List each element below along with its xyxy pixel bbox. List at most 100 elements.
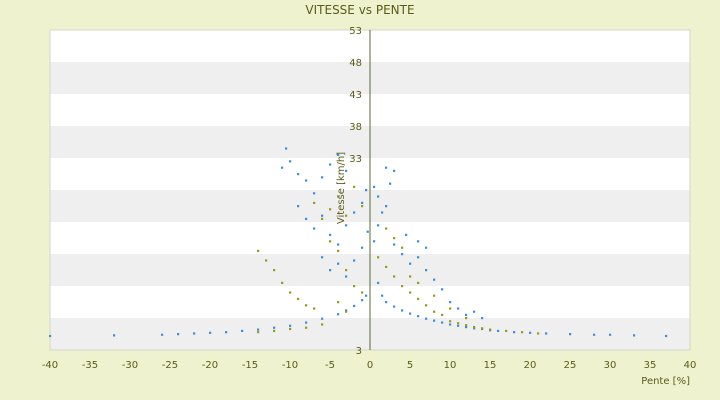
data-point [425,269,428,272]
data-point [417,240,420,243]
data-point [361,246,364,249]
data-point [389,182,392,185]
data-point [361,201,364,204]
data-point [353,304,356,308]
x-tick-label: 35 [644,360,657,371]
data-point [285,147,288,150]
data-point [465,317,468,320]
data-point [209,331,212,334]
data-point [377,281,380,284]
data-point [329,208,332,211]
x-tick-label: -15 [242,360,258,371]
data-point [321,214,324,217]
data-point [289,160,292,163]
data-point [417,281,420,284]
data-point [49,334,52,338]
y-tick-label: 33 [349,154,362,165]
data-point [401,285,404,288]
data-point [361,299,364,302]
data-point [393,305,396,308]
data-point [521,331,524,334]
data-point [569,333,572,336]
x-tick-label: 15 [484,360,497,371]
data-point [405,233,408,236]
x-tick-label: -25 [162,360,178,371]
data-point [305,179,308,182]
data-point [321,217,324,220]
data-point [297,297,300,300]
data-point [321,176,324,179]
x-tick-label: 5 [407,360,413,371]
data-point [366,230,369,233]
data-point [361,291,364,294]
data-point [273,329,276,332]
data-point [433,310,436,313]
data-point [297,205,300,208]
data-point [537,332,540,335]
data-point [385,265,388,268]
data-point [465,325,468,329]
data-point [441,288,444,291]
data-point [529,331,532,334]
data-point [241,329,244,332]
data-point [457,324,460,327]
data-point [337,262,340,265]
data-point [409,275,412,278]
data-point [345,310,348,313]
data-point [373,240,376,243]
data-point [329,233,332,236]
data-point [257,249,260,252]
data-point [385,301,388,304]
x-tick-label: 25 [564,360,577,371]
data-point [425,317,428,320]
data-point [393,275,396,278]
data-point [473,310,476,313]
data-point [505,329,508,332]
data-point [225,331,228,334]
data-point [265,259,268,262]
data-point [313,307,316,310]
data-points [49,147,668,338]
data-point [305,321,308,324]
data-point [353,285,356,288]
x-tick-labels: -40 -35 -30 -25 -20 -15 -10 -5 0 5 10 15 20 25 30 35 40 [42,360,697,371]
data-point [273,326,276,329]
data-point [417,297,420,300]
x-axis-label: Pente [%] [641,376,690,387]
data-point [177,333,180,336]
data-point [433,294,436,297]
data-point [465,313,468,316]
data-point [449,323,452,326]
data-point [409,312,412,315]
data-point [361,205,364,208]
data-point [457,307,460,310]
x-tick-label: -10 [282,360,298,371]
data-point [345,169,348,172]
data-point [401,309,404,312]
data-point [441,313,444,316]
data-point [401,253,404,256]
data-point [345,309,348,312]
y-tick-label: 38 [349,122,362,133]
data-point [417,256,420,259]
data-point [337,313,340,316]
data-point [441,321,444,324]
data-point [449,307,452,310]
data-point [433,319,436,322]
data-point [449,301,452,304]
data-point [425,304,428,307]
x-tick-label: -30 [122,360,138,371]
data-point [281,281,284,284]
data-point [633,334,636,337]
data-point [377,195,380,198]
x-tick-label: -40 [42,360,58,371]
data-point [373,185,376,188]
data-point [545,332,548,335]
data-point [337,301,340,304]
data-point [393,243,396,246]
data-point [161,333,164,336]
data-point [281,166,284,169]
x-tick-label: 30 [604,360,617,371]
data-point [337,243,340,246]
data-point [377,224,380,227]
